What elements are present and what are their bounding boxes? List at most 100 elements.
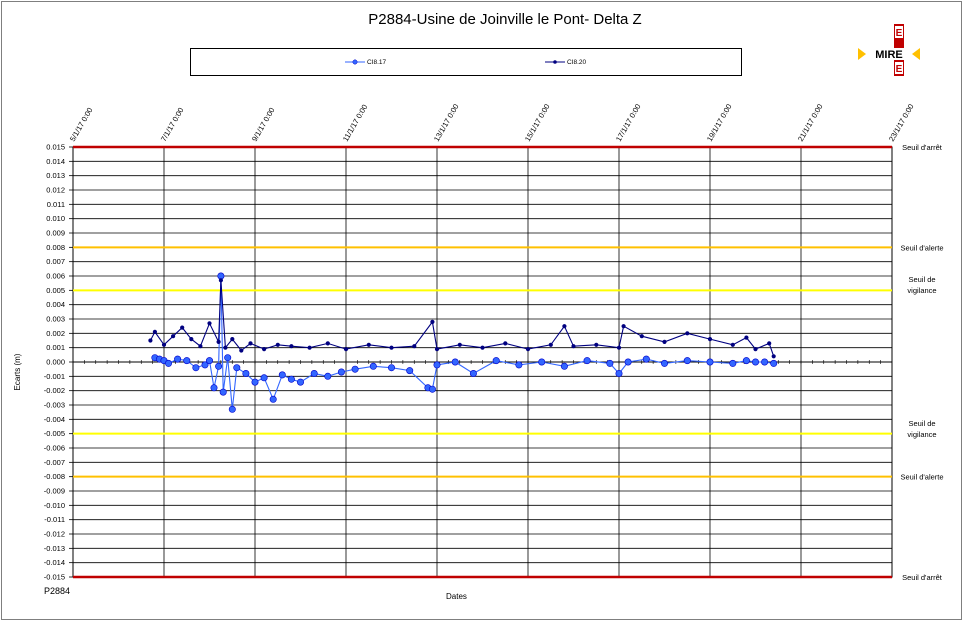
data-point bbox=[515, 361, 523, 369]
y-tick-label: 0.007 bbox=[46, 257, 65, 266]
threshold-label: Seuil de bbox=[908, 275, 935, 284]
y-tick-label: -0.005 bbox=[44, 429, 65, 438]
mire-logo: E E MIRE bbox=[858, 24, 920, 76]
svg-text:MIRE: MIRE bbox=[875, 49, 903, 61]
y-tick-label: -0.002 bbox=[44, 386, 65, 395]
x-tick-label: 11/1/17 0:00 bbox=[341, 103, 369, 143]
threshold-label: Seuil d'alerte bbox=[900, 243, 943, 252]
data-point bbox=[343, 347, 349, 352]
data-point bbox=[165, 359, 173, 367]
data-point bbox=[242, 369, 250, 377]
x-tick-label: 5/1/17 0:00 bbox=[68, 106, 95, 143]
legend-label-ci8-20: CI8.20 bbox=[567, 58, 587, 66]
y-tick-label: -0.008 bbox=[44, 472, 65, 481]
series-ci8-20 bbox=[148, 278, 776, 359]
data-point bbox=[351, 365, 359, 373]
data-point bbox=[275, 342, 280, 347]
data-point bbox=[606, 359, 614, 367]
threshold-label: Seuil d'alerte bbox=[900, 473, 943, 482]
series-line bbox=[154, 275, 774, 410]
data-point bbox=[287, 375, 295, 383]
data-point bbox=[430, 319, 435, 325]
threshold-label: Seuil d'arrêt bbox=[902, 143, 943, 152]
data-point bbox=[218, 278, 223, 283]
data-point bbox=[639, 334, 644, 339]
legend-swatch-ci8-17 bbox=[345, 59, 365, 65]
legend-item-ci8-17: CI8.17 bbox=[345, 55, 386, 69]
data-point bbox=[248, 341, 253, 346]
data-point bbox=[503, 341, 508, 346]
data-point bbox=[571, 344, 576, 349]
data-point bbox=[406, 367, 414, 375]
data-point bbox=[206, 357, 214, 365]
y-tick-label: 0.001 bbox=[46, 343, 65, 352]
data-point bbox=[594, 342, 599, 347]
data-point bbox=[434, 347, 440, 352]
data-point bbox=[583, 357, 591, 365]
y-tick-label: 0.004 bbox=[46, 300, 65, 309]
y-tick-label: 0.013 bbox=[46, 171, 65, 180]
y-tick-label: 0.000 bbox=[46, 358, 65, 367]
data-point bbox=[744, 335, 749, 340]
x-tick-label: 19/1/17 0:00 bbox=[705, 102, 734, 143]
y-tick-label: 0.006 bbox=[46, 272, 65, 281]
x-tick-label: 9/1/17 0:00 bbox=[250, 106, 277, 143]
data-point bbox=[662, 339, 667, 345]
data-point bbox=[161, 342, 167, 347]
data-point bbox=[289, 344, 294, 349]
threshold-label: vigilance bbox=[907, 286, 936, 295]
series-ci8-17 bbox=[151, 272, 778, 413]
data-point bbox=[223, 345, 228, 350]
data-point bbox=[207, 321, 212, 326]
data-point bbox=[389, 345, 394, 350]
data-point bbox=[683, 357, 691, 365]
data-point bbox=[230, 337, 235, 342]
x-axis-title: Dates bbox=[446, 592, 467, 601]
data-point bbox=[215, 362, 223, 370]
data-point bbox=[296, 378, 304, 386]
legend: CI8.17 CI8.20 bbox=[190, 48, 742, 76]
data-point bbox=[742, 357, 750, 365]
y-axis-title: Ecarts (m) bbox=[13, 353, 22, 390]
data-point bbox=[325, 341, 330, 346]
x-tick-label: 15/1/17 0:00 bbox=[523, 102, 552, 143]
data-point bbox=[224, 354, 232, 362]
y-tick-label: -0.015 bbox=[44, 573, 65, 582]
data-point bbox=[183, 357, 191, 365]
y-tick-label: -0.001 bbox=[44, 372, 65, 381]
data-point bbox=[548, 342, 553, 347]
data-point bbox=[269, 395, 277, 403]
y-tick-label: 0.010 bbox=[46, 214, 65, 223]
x-tick-label: 21/1/17 0:00 bbox=[796, 102, 825, 143]
threshold-label: vigilance bbox=[907, 430, 936, 439]
x-tick-label: 23/1/17 0:00 bbox=[887, 102, 916, 143]
document-reference: P2884 bbox=[44, 586, 71, 596]
data-point bbox=[730, 342, 735, 347]
threshold-label: Seuil d'arrêt bbox=[902, 573, 943, 582]
data-point bbox=[387, 364, 395, 372]
y-tick-label: -0.013 bbox=[44, 544, 65, 553]
y-tick-label: -0.014 bbox=[44, 558, 65, 567]
x-tick-label: 7/1/17 0:00 bbox=[159, 106, 186, 143]
y-tick-label: -0.009 bbox=[44, 487, 65, 496]
data-point bbox=[174, 355, 182, 363]
data-point bbox=[615, 369, 623, 377]
y-tick-label: 0.003 bbox=[46, 315, 65, 324]
data-point bbox=[412, 344, 417, 349]
data-point bbox=[366, 342, 371, 347]
data-point bbox=[251, 378, 259, 386]
data-point bbox=[428, 385, 436, 393]
svg-text:E: E bbox=[896, 28, 903, 39]
data-point bbox=[324, 372, 332, 380]
data-point bbox=[457, 342, 462, 347]
y-tick-label: 0.015 bbox=[46, 143, 65, 152]
data-point bbox=[228, 405, 236, 413]
threshold-label: Seuil de bbox=[908, 419, 935, 428]
y-tick-label: 0.002 bbox=[46, 329, 65, 338]
data-point bbox=[770, 359, 778, 367]
data-point bbox=[707, 337, 713, 342]
data-point bbox=[706, 358, 714, 366]
data-point bbox=[562, 324, 567, 329]
